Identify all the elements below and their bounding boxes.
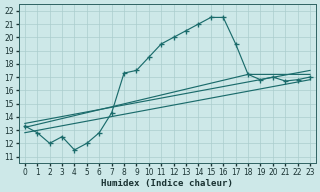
X-axis label: Humidex (Indice chaleur): Humidex (Indice chaleur) — [101, 179, 233, 188]
